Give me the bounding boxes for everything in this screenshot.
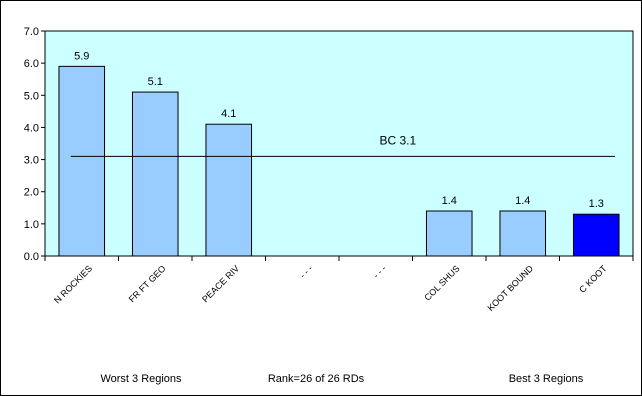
y-tick-label: 3.0 xyxy=(24,155,39,167)
category-label: COL SHUS xyxy=(422,263,461,302)
y-axis: 0.0 1.0 2.0 3.0 4.0 5.0 6.0 7.0 xyxy=(24,26,45,263)
data-label: 1.4 xyxy=(515,195,530,207)
footer-best-label: Best 3 Regions xyxy=(509,373,584,385)
y-tick-label: 5.0 xyxy=(24,90,39,102)
y-tick-label: 1.0 xyxy=(24,219,39,231)
data-label: 1.4 xyxy=(442,195,457,207)
bar xyxy=(425,210,473,257)
footer-rank-label: Rank=26 of 26 RDs xyxy=(268,373,365,385)
reference-line-label: BC 3.1 xyxy=(379,133,416,147)
bars: 5.9 5.1 4.1 1.4 1.4 1.3 xyxy=(58,50,620,257)
category-label: - - - xyxy=(371,263,388,280)
bar xyxy=(205,123,253,257)
data-label: 5.1 xyxy=(148,76,163,88)
data-label: 4.1 xyxy=(221,108,236,120)
bar xyxy=(58,65,106,257)
y-tick-label: 4.0 xyxy=(24,122,39,134)
y-tick-label: 6.0 xyxy=(24,58,39,70)
bar xyxy=(131,91,179,257)
category-label: N ROCKIES xyxy=(52,263,94,305)
data-label: 1.3 xyxy=(589,198,604,210)
bar xyxy=(499,210,547,257)
y-tick-label: 0.0 xyxy=(24,251,39,263)
category-label: C KOOT xyxy=(577,263,609,295)
category-label: - - - xyxy=(298,263,315,280)
footer-worst-label: Worst 3 Regions xyxy=(100,373,182,385)
y-tick-label: 7.0 xyxy=(24,26,39,38)
data-label: 5.9 xyxy=(74,50,89,62)
x-axis: N ROCKIES FR FT GEO PEACE RIV - - - - - - COL… xyxy=(44,256,634,313)
category-label: FR FT GEO xyxy=(127,263,168,304)
bar xyxy=(572,213,620,257)
y-tick-label: 2.0 xyxy=(24,187,39,199)
category-label: PEACE RIV xyxy=(200,263,241,304)
category-label: KOOT BOUND xyxy=(485,263,535,313)
